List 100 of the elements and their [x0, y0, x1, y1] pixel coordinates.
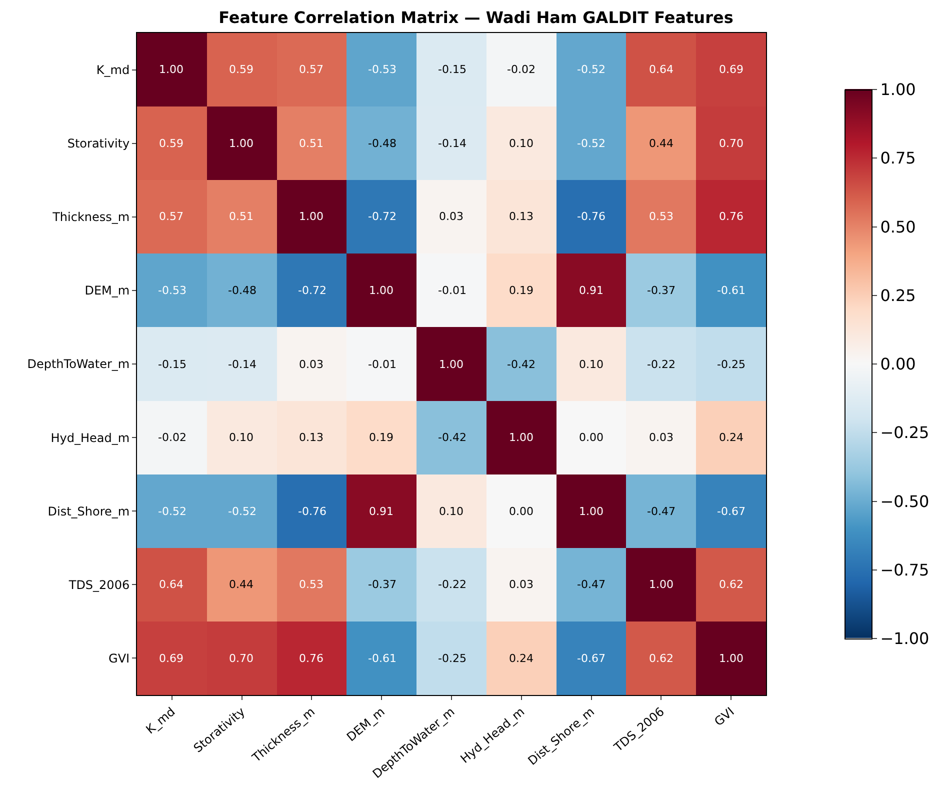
- data-label: 0.69: [159, 652, 184, 665]
- data-label: -0.02: [507, 63, 536, 76]
- y-tick-label: GVI: [108, 651, 130, 666]
- data-label: -0.01: [438, 284, 466, 297]
- data-label: 0.13: [509, 210, 534, 223]
- data-label: 0.53: [299, 578, 324, 591]
- color-bar-label: −1.00: [880, 629, 930, 648]
- data-label: 0.10: [439, 505, 464, 518]
- data-label: -0.14: [228, 358, 256, 371]
- data-label: -0.67: [577, 652, 606, 665]
- y-tick-label: Storativity: [67, 136, 130, 151]
- data-label: 0.51: [229, 210, 254, 223]
- data-label: 0.10: [229, 431, 254, 444]
- data-label: 1.00: [579, 505, 604, 518]
- data-label: -0.25: [438, 652, 466, 665]
- data-label: -0.76: [298, 505, 326, 518]
- color-bar-label: 0.50: [880, 217, 916, 236]
- color-bar-label: 0.75: [880, 148, 916, 168]
- data-label: 0.03: [299, 358, 324, 371]
- data-label: -0.22: [647, 358, 676, 371]
- color-bar-label: −0.75: [880, 560, 930, 580]
- data-label: 0.91: [369, 505, 394, 518]
- color-bar-label: 1.00: [880, 80, 916, 100]
- data-label: 0.10: [509, 137, 534, 150]
- data-label: 1.00: [229, 137, 254, 150]
- data-label: -0.52: [228, 505, 256, 518]
- data-label: -0.47: [647, 505, 676, 518]
- data-label: 0.44: [229, 578, 254, 591]
- data-label: -0.01: [368, 358, 396, 371]
- data-label: 0.03: [509, 578, 534, 591]
- color-bar-label: 0.00: [880, 354, 916, 374]
- data-label: 0.24: [509, 652, 534, 665]
- data-label: -0.72: [368, 210, 396, 223]
- data-label: 1.00: [719, 652, 744, 665]
- data-label: 0.59: [229, 63, 254, 76]
- data-label: -0.52: [158, 505, 186, 518]
- data-label: -0.61: [368, 652, 396, 665]
- data-label: 0.19: [509, 284, 534, 297]
- data-label: -0.14: [438, 137, 466, 150]
- data-label: 0.64: [649, 63, 674, 76]
- y-tick-label: TDS_2006: [68, 578, 130, 592]
- data-label: 0.70: [719, 137, 744, 150]
- y-tick-label: Hyd_Head_m: [50, 430, 130, 445]
- data-label: -0.25: [717, 358, 746, 371]
- data-label: 1.00: [159, 63, 184, 76]
- y-tick-label: DepthToWater_m: [27, 357, 130, 372]
- data-label: 0.19: [369, 431, 394, 444]
- data-label: -0.42: [438, 431, 466, 444]
- y-tick-label: DEM_m: [84, 284, 130, 298]
- color-bar-label: 0.25: [880, 286, 916, 305]
- data-label: -0.42: [507, 358, 536, 371]
- data-label: 0.51: [299, 137, 324, 150]
- data-label: 0.03: [439, 210, 464, 223]
- data-label: -0.48: [228, 284, 256, 297]
- x-tick-label: GVI: [712, 704, 737, 729]
- data-label: 0.10: [579, 358, 604, 371]
- data-label: 0.70: [229, 652, 254, 665]
- data-label: 0.69: [719, 63, 744, 76]
- data-label: -0.52: [577, 137, 606, 150]
- data-label: 1.00: [439, 358, 464, 371]
- y-tick-label: Thickness_m: [52, 210, 130, 224]
- data-label: -0.48: [368, 137, 396, 150]
- data-label: -0.15: [438, 63, 466, 76]
- data-label: -0.15: [158, 358, 186, 371]
- data-label: 0.03: [649, 431, 674, 444]
- data-label: 0.91: [579, 284, 604, 297]
- data-label: 0.59: [159, 137, 184, 150]
- y-tick-label: Dist_Shore_m: [48, 504, 130, 518]
- data-label: -0.67: [717, 505, 746, 518]
- y-tick-label: K_md: [96, 62, 130, 77]
- data-label: -0.22: [438, 578, 466, 591]
- data-label: -0.37: [647, 284, 676, 297]
- data-label: 1.00: [649, 578, 674, 591]
- data-label: 1.00: [509, 431, 534, 444]
- data-label: -0.47: [577, 578, 606, 591]
- data-label: -0.37: [368, 578, 396, 591]
- data-label: 0.44: [649, 137, 674, 150]
- data-label: 0.13: [299, 431, 324, 444]
- data-label: -0.02: [158, 431, 186, 444]
- data-label: 0.64: [159, 578, 184, 591]
- data-label: 0.62: [649, 652, 674, 665]
- chart-title: Feature Correlation Matrix — Wadi Ham GALDIT Features: [218, 8, 734, 28]
- data-label: 1.00: [369, 284, 394, 297]
- color-bar-label: −0.50: [880, 492, 930, 511]
- data-label: -0.76: [577, 210, 606, 223]
- data-label: -0.52: [577, 63, 606, 76]
- data-label: 0.76: [719, 210, 744, 223]
- data-label: 0.24: [719, 431, 744, 444]
- data-label: 0.00: [509, 505, 534, 518]
- data-label: 0.57: [159, 210, 184, 223]
- data-label: 0.00: [579, 431, 604, 444]
- color-bar-label: −0.25: [880, 423, 930, 442]
- data-label: -0.53: [158, 284, 186, 297]
- data-label: 0.57: [299, 63, 324, 76]
- data-label: -0.53: [368, 63, 396, 76]
- data-label: 0.53: [649, 210, 674, 223]
- data-label: -0.72: [298, 284, 326, 297]
- data-label: 0.76: [299, 652, 324, 665]
- data-label: 0.62: [719, 578, 744, 591]
- data-label: -0.61: [717, 284, 746, 297]
